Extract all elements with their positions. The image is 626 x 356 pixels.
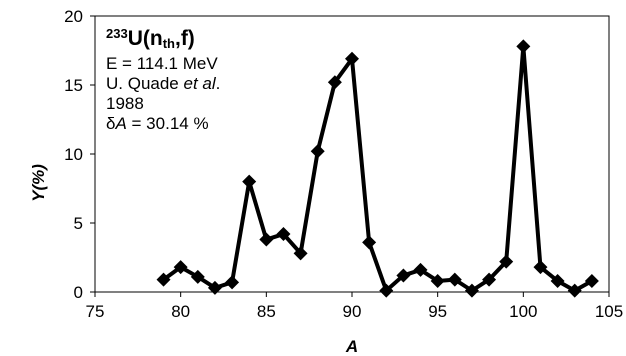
x-tick-label: 80	[171, 302, 190, 321]
data-point	[396, 268, 411, 283]
chart-annotation: 233U(nth,f) E = 114.1 MeV U. Quade et al…	[106, 26, 220, 134]
data-point	[242, 174, 257, 189]
x-tick-label: 105	[595, 302, 623, 321]
y-tick-label: 20	[64, 7, 83, 26]
data-point	[379, 283, 394, 298]
data-point	[259, 232, 274, 247]
data-point	[413, 262, 428, 277]
data-point	[567, 283, 582, 298]
author-suffix: .	[215, 73, 221, 93]
data-point	[447, 272, 462, 287]
year-label: 1988	[106, 93, 144, 113]
data-point	[190, 269, 205, 284]
uncertainty-delta: δ	[106, 113, 116, 133]
uncertainty-variable: A	[115, 113, 127, 133]
data-point	[430, 273, 445, 288]
x-tick-label: 100	[509, 302, 537, 321]
data-point	[207, 280, 222, 295]
y-axis-ticks: 0 5 10 15 20	[64, 7, 95, 302]
data-point	[173, 260, 188, 275]
data-point	[310, 144, 325, 159]
y-tick-label: 10	[64, 145, 83, 164]
x-tick-label: 95	[428, 302, 447, 321]
data-point	[156, 272, 171, 287]
uncertainty-label: δA = 30.14 %	[106, 114, 220, 134]
author-name: U. Quade	[106, 73, 184, 93]
data-point	[584, 273, 599, 288]
x-axis-ticks: 75 80 85 90 95 100 105	[86, 292, 623, 321]
nuclide-mass: 233	[106, 26, 128, 41]
energy-label: E = 114.1 MeV	[106, 53, 218, 73]
author-etal: et al	[183, 73, 216, 93]
series-layer	[156, 39, 599, 298]
x-tick-label: 85	[257, 302, 276, 321]
y-axis-label: Y(%)	[29, 164, 48, 202]
nuclide-text: U(n	[127, 27, 163, 50]
data-point	[276, 227, 291, 242]
x-tick-label: 75	[86, 302, 105, 321]
data-point	[293, 246, 308, 261]
data-point	[464, 283, 479, 298]
x-axis-label: A	[345, 337, 358, 356]
data-point	[482, 272, 497, 287]
uncertainty-value: = 30.14 %	[126, 113, 209, 133]
data-point	[499, 254, 514, 269]
data-point	[362, 235, 377, 250]
data-point	[550, 273, 565, 288]
data-point	[225, 275, 240, 290]
y-tick-label: 0	[74, 283, 83, 302]
author-label: U. Quade et al.	[106, 74, 220, 94]
x-tick-label: 90	[343, 302, 362, 321]
y-tick-label: 15	[64, 76, 83, 95]
series-line	[162, 44, 593, 293]
data-point	[516, 39, 531, 54]
y-tick-label: 5	[74, 214, 83, 233]
data-point	[345, 51, 359, 66]
data-point	[533, 260, 548, 275]
reaction-label: 233U(nth,f)	[106, 26, 220, 52]
thermal-subscript: th	[162, 36, 175, 51]
data-point	[327, 75, 342, 90]
reaction-tail: ,f)	[174, 27, 195, 50]
